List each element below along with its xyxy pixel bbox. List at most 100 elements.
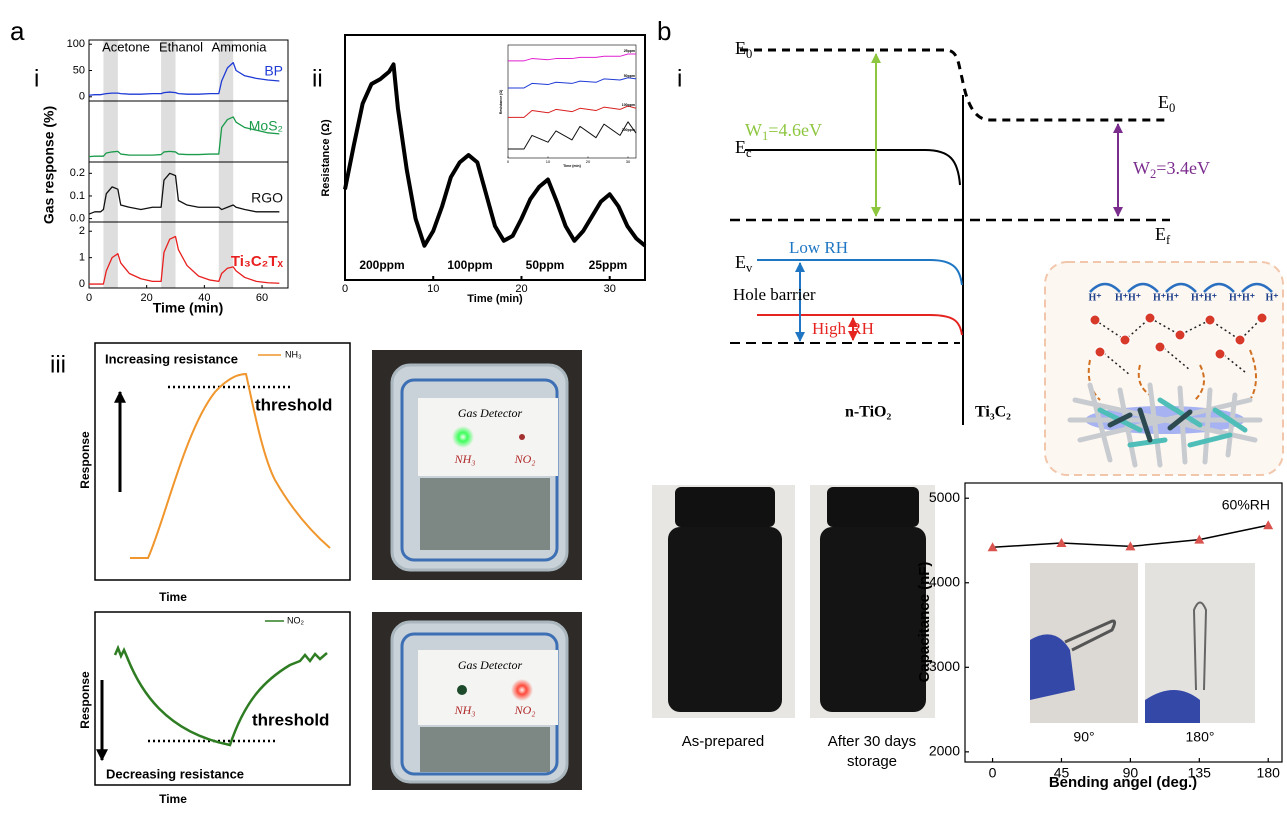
water-molecules [1089,312,1268,360]
panel-label: i [34,65,39,92]
axes-frame [507,44,637,159]
y-axis-label: Capacitance (nF) [916,562,933,683]
led-on [511,679,533,701]
x-tick-label: 180 [1257,765,1281,781]
x-axis-label: Bending angel (deg.) [1049,774,1197,791]
axes-frame [344,34,646,281]
subscript: 1 [762,129,768,143]
rh-label: High RH [812,319,874,338]
work-function-label: W1=4.6eV [745,120,822,143]
label-paper [418,650,558,725]
series-label: 100ppm [622,103,635,107]
handwritten-title: Gas Detector [458,406,523,420]
bending-photos [1030,563,1255,723]
mxene-sheet [1107,407,1193,443]
text-part: E [735,137,746,157]
series-label: 25ppm [624,49,635,53]
data-line [508,105,637,118]
text-part: =4.6eV [768,120,822,140]
vial-body [820,527,926,712]
mxene-sheet [1067,382,1263,468]
data-point [1194,534,1205,544]
x-axis-label: Time (min) [563,164,581,168]
series-label: MoS₂ [249,118,283,134]
y-tick-label: 0 [79,278,85,290]
x-tick-label: 0 [342,283,348,295]
detector-photo: Gas Detector NH₃ NO₂ [372,350,582,580]
text-part: E [735,252,746,272]
legend-label: NH₃ [285,349,302,359]
energy-label: Ev [735,252,753,275]
data-line [508,77,637,89]
series-label: RGO [251,190,283,206]
subscript: 2 [1150,167,1156,181]
conduction-band [745,149,961,186]
proton-label: H⁺ [1265,292,1278,303]
energy-label: Ef [1155,224,1171,247]
data-line [508,53,636,62]
handwritten-label: NH₃ [454,452,476,466]
energy-label: E0 [1158,92,1175,115]
proton-label: H⁺ [1088,292,1101,303]
photo-caption: storage [847,753,897,770]
threshold-label: threshold [252,710,329,729]
y-tick-label: 5000 [929,489,960,505]
data-line [88,172,280,215]
exposure-window [103,40,118,288]
detector-photo: Gas Detector NH₃ NO₂ [372,612,582,790]
x-tick-label: 60 [256,292,268,304]
x-tick-label: 0 [989,765,997,781]
band-diagram: E0 E0 W1=4.6eV W2=3.4eV Ec Ef Ev Low RH … [730,38,1210,425]
y-tick-label: 3000 [929,658,960,674]
handwritten-label: NO₂ [514,452,536,466]
annotation: 100ppm [447,258,492,272]
barrier-label: Hole barrier [733,285,816,304]
energy-label: E0 [735,38,752,61]
vial-photo: As-prepared After 30 days storage [652,485,935,770]
response-curve [130,372,331,559]
data-point [1125,541,1136,551]
response-curve [113,644,328,747]
energy-label: Ec [735,137,752,160]
surface-bonds [1087,349,1257,401]
series-label: Ti₃C₂Tₓ [231,253,284,270]
circuit [420,478,550,550]
direction-label: Increasing resistance [105,351,238,366]
exposure-window [161,40,176,288]
tweezers [1064,619,1117,652]
subscript: 0 [746,47,752,61]
schematic-frame [94,342,351,581]
x-axis-label: Time (min) [467,293,523,305]
x-tick-label: 90 [1123,765,1139,781]
text-part: W [745,120,762,140]
material-label: Ti₃C₂ [975,404,1011,421]
subscript: f [1166,233,1171,247]
y-axis-label: Response [78,671,92,729]
schematic-frame [94,611,351,786]
data-line [508,121,637,150]
x-axis-label: Time [159,792,187,806]
data-point [1056,538,1067,548]
proton-hopping [1089,282,1273,293]
sensing-top: Increasing resistance threshold NH₃ Resp… [78,342,351,604]
data-line [89,235,280,285]
y-tick-label: 50 [73,64,85,76]
y-axis-label: Response [78,431,92,489]
led-off [519,434,525,440]
data-line [343,62,647,248]
y-tick-label: 0.0 [70,213,85,225]
proton-label: H⁺H⁺ [1153,292,1179,303]
y-tick-label: 0.2 [70,167,85,179]
annotation: 200ppm [359,258,404,272]
vial-cap [827,487,919,527]
y-tick-label: 1 [79,252,85,264]
text-part: E [735,38,746,58]
annotation: 25ppm [589,258,628,272]
rh-label: Low RH [789,238,848,257]
text-part: E [1155,224,1166,244]
text-part: W [1133,158,1150,178]
text-part: =3.4eV [1156,158,1210,178]
data-point [1263,520,1274,530]
sensing-bottom: Decreasing resistance threshold NO₂ Resp… [78,611,351,806]
vial-body [668,527,782,712]
